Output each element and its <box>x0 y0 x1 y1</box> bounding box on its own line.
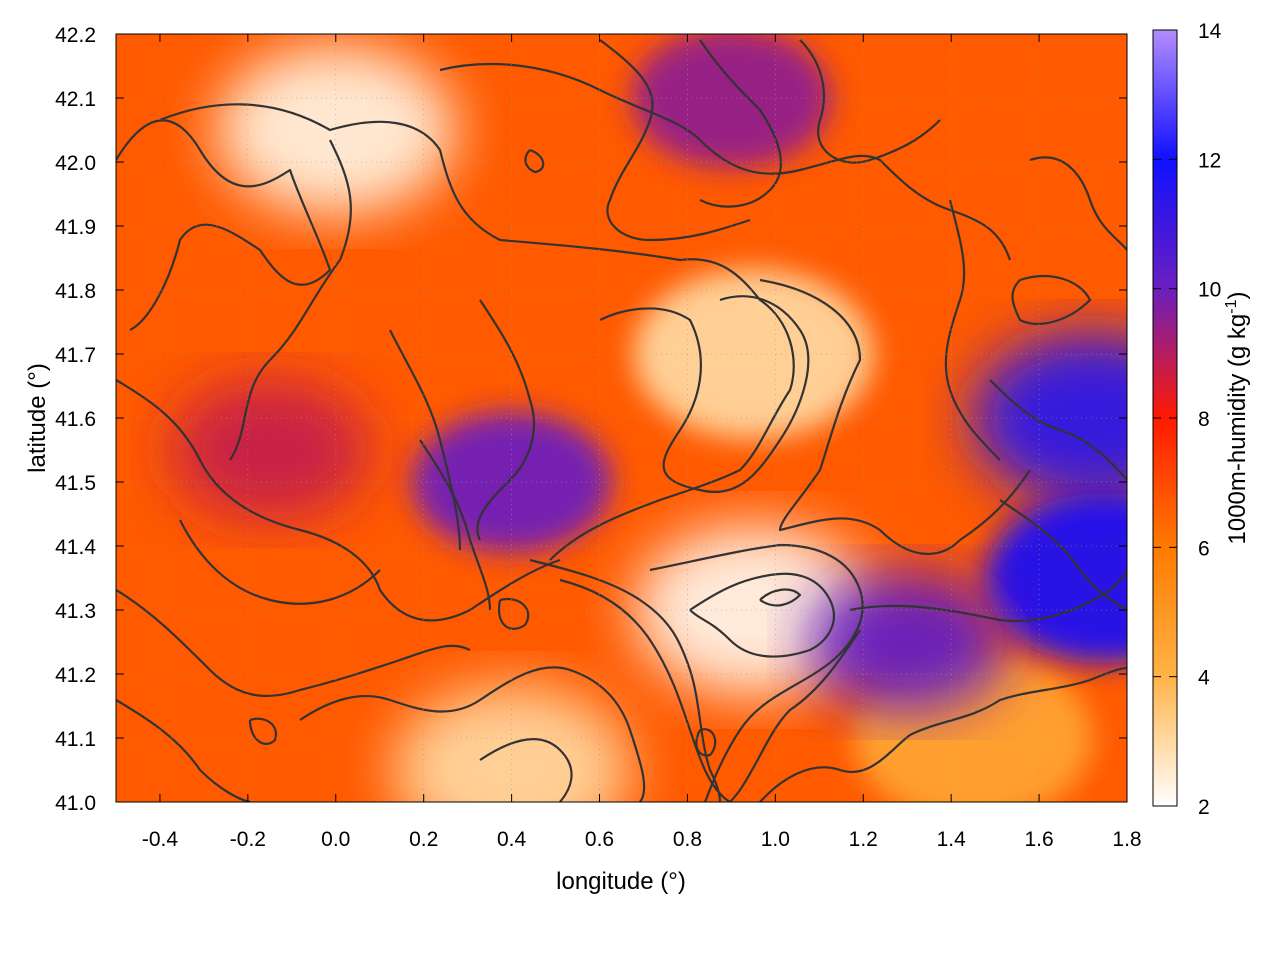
contour-line <box>524 148 545 174</box>
colorbar-label: 1000m-humidity (g kg-1) <box>1223 292 1251 545</box>
x-tick-label: 0.0 <box>321 828 350 851</box>
y-tick-label: 41.3 <box>55 600 96 623</box>
y-tick-label: 42.1 <box>55 88 96 111</box>
colorbar-tick-label: 2 <box>1198 796 1210 819</box>
x-tick-label: 1.8 <box>1112 828 1141 851</box>
contour-line <box>699 39 782 208</box>
colorbar-tick-label: 12 <box>1198 149 1221 172</box>
contour-line <box>116 589 471 698</box>
colorbar-label-superscript: -1 <box>1223 299 1240 313</box>
y-tick-label: 42.2 <box>55 24 96 47</box>
x-tick-labels: -0.4 -0.2 0.0 0.2 0.4 0.6 0.8 1.0 1.2 1.4 1.6 1.8 <box>142 828 1142 851</box>
y-tick-label: 41.7 <box>55 344 96 367</box>
x-tick-label: -0.2 <box>230 828 266 851</box>
contour-line <box>159 103 795 561</box>
y-tick-label: 41.6 <box>55 408 96 431</box>
colorbar-tick-label: 6 <box>1198 537 1210 560</box>
contour-line <box>1011 275 1092 325</box>
contour-line <box>695 728 717 757</box>
contour-line <box>989 379 1127 481</box>
x-tick-label: 0.8 <box>673 828 702 851</box>
y-tick-label: 41.4 <box>55 536 96 559</box>
y-tick-label: 41.9 <box>55 216 96 239</box>
colorbar-tick-label: 10 <box>1198 279 1221 302</box>
contour-line <box>759 588 802 607</box>
contour-line <box>116 699 251 802</box>
plot-area <box>116 34 1127 802</box>
contour-line <box>944 199 1001 461</box>
contour-line <box>116 119 332 331</box>
contour-line <box>559 578 731 802</box>
x-tick-label: -0.4 <box>142 828 179 851</box>
contour-line <box>529 558 722 802</box>
contour-line <box>759 666 1127 802</box>
x-tick-label: 0.4 <box>497 828 527 851</box>
contour-line <box>729 629 861 802</box>
contour-line <box>476 299 535 541</box>
humidity-region-dry-central <box>633 269 874 439</box>
contour-line <box>439 62 1012 261</box>
x-tick-label: 0.6 <box>585 828 614 851</box>
contour-line <box>299 666 646 802</box>
contour-line <box>248 717 278 745</box>
contour-line <box>389 329 462 551</box>
axis-ticks <box>116 33 1128 803</box>
x-tick-label: 1.2 <box>849 828 878 851</box>
y-tick-label: 41.5 <box>55 472 96 495</box>
y-axis-label: latitude (°) <box>24 363 51 473</box>
contour-line <box>116 379 561 622</box>
humidity-region-moist-west <box>169 380 370 520</box>
humidity-region-moist-east-2 <box>985 493 1127 663</box>
y-tick-label: 42.0 <box>55 152 96 175</box>
contour-line <box>799 39 941 164</box>
contour-line <box>599 295 810 493</box>
colorbar-tick-label: 14 <box>1198 20 1222 43</box>
colorbar-tick-label: 4 <box>1198 667 1210 690</box>
humidity-region-moist-east <box>971 333 1127 503</box>
contour-line <box>759 278 1031 556</box>
contour-line <box>419 439 492 611</box>
contour-line <box>1029 156 1127 251</box>
colorbar-label-end: ) <box>1224 292 1251 300</box>
contour-line <box>649 543 864 802</box>
humidity-region-moist-north <box>631 34 832 168</box>
y-tick-label: 41.0 <box>55 792 96 815</box>
y-tick-label: 41.8 <box>55 280 96 303</box>
contour-line <box>179 519 381 605</box>
humidity-region-moist-coast <box>807 572 1008 712</box>
contour-line <box>999 499 1127 611</box>
x-tick-label: 0.2 <box>409 828 438 851</box>
y-tick-label: 41.1 <box>55 728 96 751</box>
colorbar-tick-label: 8 <box>1198 408 1210 431</box>
x-tick-label: 1.4 <box>937 828 967 851</box>
contour-line <box>689 572 835 658</box>
contour-line <box>599 39 751 242</box>
colorbar-tick-labels: 2 4 6 8 10 12 14 <box>1198 20 1222 819</box>
contour-line <box>229 139 352 461</box>
colorbar-label-main: 1000m-humidity (g kg <box>1224 314 1251 545</box>
contour-lines <box>116 39 1127 802</box>
x-tick-label: 1.6 <box>1024 828 1053 851</box>
contour-line <box>479 738 573 802</box>
colorbar-ticks <box>1153 29 1177 807</box>
contour-line <box>497 597 530 630</box>
x-tick-label: 1.0 <box>761 828 790 851</box>
x-axis-label: longitude (°) <box>556 868 686 895</box>
colorbar: 2 4 6 8 10 12 14 1000m-humidity (g kg-1) <box>1152 20 1251 819</box>
y-tick-label: 41.2 <box>55 664 96 687</box>
contour-line <box>849 569 1127 622</box>
y-tick-labels: 41.0 41.1 41.2 41.3 41.4 41.5 41.6 41.7 41.8 41.9… <box>55 24 96 815</box>
